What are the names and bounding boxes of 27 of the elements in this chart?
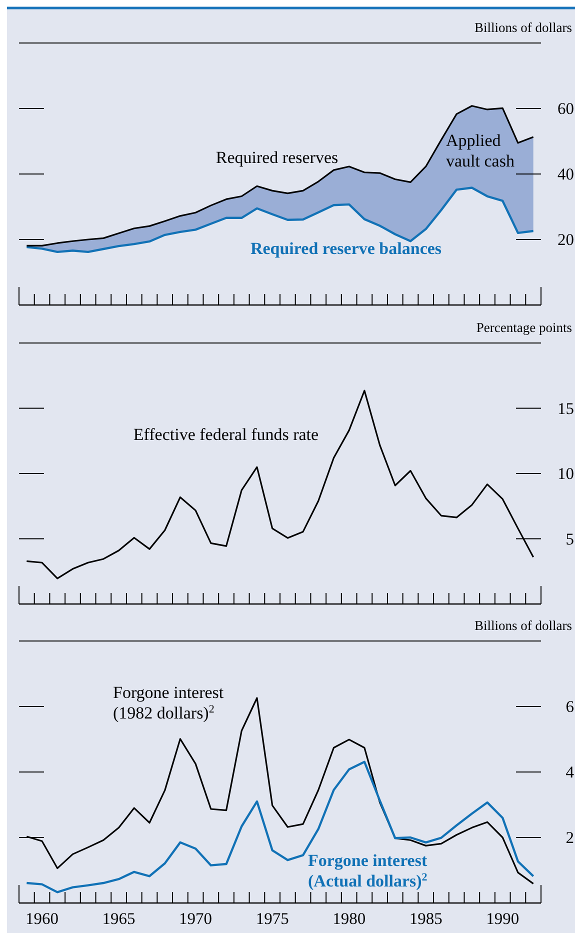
y-tick-label: 40 [558, 164, 574, 184]
x-tick-label: 1965 [102, 909, 136, 928]
series-label: Forgone interest (1982 dollars)$^{2}$ [113, 683, 224, 722]
line-series [26, 760, 534, 894]
y-tick-label: 60 [558, 99, 574, 118]
x-tick-label: 1985 [409, 909, 442, 928]
y-tick-label: 5 [566, 529, 574, 548]
y-tick-label: 6 [566, 697, 574, 716]
x-tick-label: 1975 [256, 909, 289, 928]
y-tick-label: 4 [566, 762, 574, 782]
series-label: Required reserve balances [250, 239, 442, 258]
y-tick-label: 10 [558, 464, 574, 484]
annotation: Applied vault cash [446, 131, 515, 170]
y-axis-title: Percentage points [476, 320, 572, 335]
series-label: Effective federal funds rate [133, 425, 319, 444]
series-label: Forgone interest (Actual dollars)$^{2}$ [308, 851, 428, 890]
y-axis-title: Billions of dollars [474, 618, 572, 633]
x-tick-label: 1970 [179, 909, 212, 928]
y-axis-title: Billions of dollars [474, 20, 572, 35]
y-tick-label: 20 [558, 230, 574, 250]
y-tick-label: 15 [558, 398, 574, 418]
series-label: Required reserves [216, 148, 338, 167]
x-tick-label: 1960 [26, 909, 59, 928]
y-tick-label: 2 [566, 828, 574, 848]
x-tick-label: 1990 [486, 909, 520, 928]
line-series [26, 390, 534, 580]
x-tick-label: 1980 [332, 909, 366, 928]
